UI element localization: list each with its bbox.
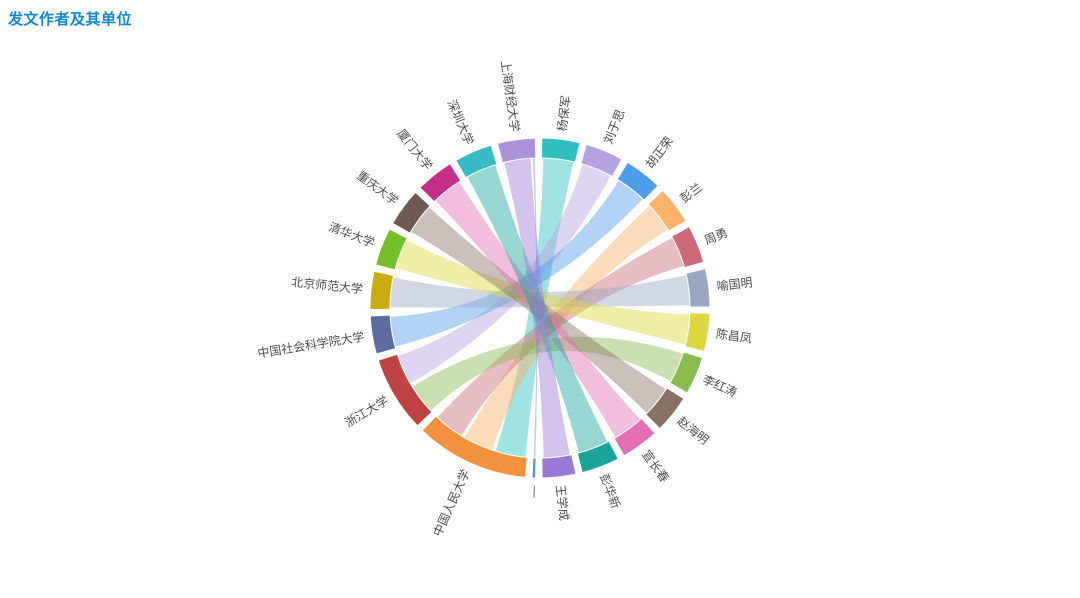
chord-link-ribbon[interactable] [504, 158, 570, 458]
chord-node-label: 浙江大学 [342, 393, 391, 431]
chord-node-arc[interactable] [455, 144, 498, 179]
chord-node-label: 重庆大学 [354, 167, 402, 208]
chord-node-label: 周勇 [702, 226, 730, 248]
chord-node-arc[interactable] [613, 417, 656, 457]
chord-node-arc[interactable] [369, 314, 397, 355]
chord-node-arc[interactable] [644, 387, 685, 430]
chord-link-ribbon[interactable] [395, 239, 690, 345]
chord-node-arc[interactable] [671, 225, 705, 269]
chord-node-label: 陈昌凤 [715, 326, 753, 346]
chord-node-label: 李红涛 [700, 372, 739, 400]
chord-link-ribbon[interactable] [467, 164, 608, 453]
chord-ribbons-layer [390, 158, 690, 458]
chord-node-label: 王学成 [553, 484, 572, 521]
chord-node-arc[interactable] [369, 270, 395, 310]
chord-link-ribbon[interactable] [495, 158, 574, 458]
chord-link-ribbon[interactable] [464, 205, 668, 451]
chord-node-arc[interactable] [616, 161, 659, 201]
chord-node-arc[interactable] [541, 137, 581, 163]
chord-node-arc[interactable] [541, 454, 577, 479]
chord-node-arc[interactable] [531, 457, 537, 479]
chord-node-label: 北京师范大学 [291, 274, 364, 296]
chord-arcs-layer [369, 137, 711, 479]
chord-link-ribbon[interactable] [390, 180, 643, 347]
chord-node-arc[interactable] [669, 351, 704, 394]
chord-node-label: 彭兰 [677, 180, 705, 206]
chord-node-label: 上海财经大学 [498, 59, 523, 132]
chord-link-ribbon[interactable] [532, 158, 538, 458]
chord-link-ribbon[interactable] [390, 275, 690, 308]
chord-link-ribbon[interactable] [410, 207, 666, 414]
chord-node-label: 刘于思 [601, 107, 628, 146]
chord-node-label: 中国人民大学 [429, 467, 472, 539]
chord-node-arc[interactable] [685, 268, 711, 308]
chord-link-ribbon[interactable] [412, 336, 683, 411]
chord-node-label: 杨保军 [554, 95, 573, 133]
chord-node-arc[interactable] [374, 228, 408, 271]
page-title: 发文作者及其单位 [8, 11, 133, 28]
chord-node-arc[interactable] [391, 191, 431, 234]
chord-node-arc[interactable] [647, 189, 687, 232]
chord-node-label: 厦门大学 [394, 126, 436, 173]
chord-node-label: 清华大学 [327, 219, 377, 250]
chord-node-arc[interactable] [419, 162, 462, 203]
chord-node-label: 深圳大学 [445, 97, 478, 147]
chord-link-ribbon[interactable] [437, 237, 684, 436]
chord-node-arc[interactable] [377, 353, 433, 427]
chord-node-label: 喻国明 [716, 274, 754, 293]
chord-node-arc[interactable] [684, 312, 711, 353]
chord-node-label: 赵海明 [675, 413, 712, 447]
chord-node-label: 胡正荣 [643, 134, 676, 171]
chord-link-ribbon[interactable] [397, 164, 611, 384]
chord-node-label: 彭华新 [597, 471, 624, 510]
chord-node-arc[interactable] [580, 143, 623, 178]
chord-link-ribbon[interactable] [435, 181, 641, 438]
chord-node-arc[interactable] [496, 137, 537, 164]
chord-node-label: 中国社会科学院大学 [256, 329, 365, 361]
chord-node-arc[interactable] [421, 415, 528, 478]
chord-node-arc[interactable] [576, 440, 619, 474]
chord-node-label: — [526, 486, 540, 499]
chord-node-label: 宣长春 [639, 447, 672, 485]
